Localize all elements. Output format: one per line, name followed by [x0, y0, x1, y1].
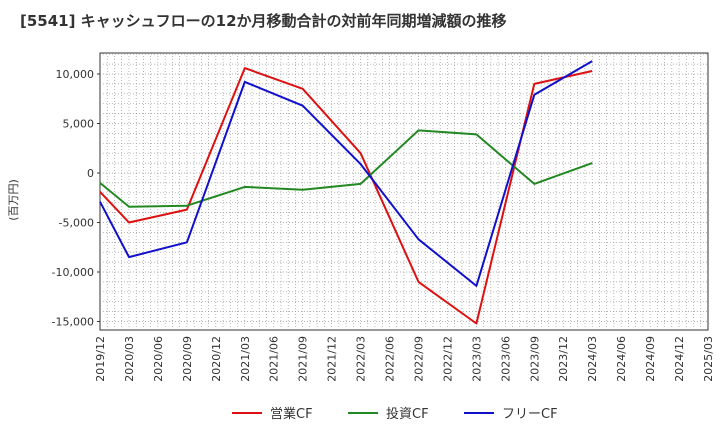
legend-label: フリーCF — [502, 407, 558, 422]
x-axis: 2019/12 2020/03 2020/06 2020/09 2020/12 2021/… — [94, 336, 715, 382]
x-tick-label: 2023/12 — [557, 336, 570, 382]
x-tick-label: 2022/12 — [441, 336, 454, 382]
y-tick-label: -5,000 — [59, 217, 94, 230]
x-tick-label: 2020/06 — [152, 336, 165, 382]
y-tick-label: 10,000 — [56, 68, 95, 81]
x-tick-label: 2025/03 — [702, 336, 715, 382]
x-tick-label: 2020/09 — [181, 336, 194, 382]
x-tick-label: 2024/09 — [644, 336, 657, 382]
chart-title: [5541] キャッシュフローの12か月移動合計の対前年同期増減額の推移 — [20, 12, 507, 30]
series-lines — [99, 60, 593, 325]
x-tick-label: 2021/12 — [326, 336, 339, 382]
x-tick-label: 2023/06 — [499, 336, 512, 382]
x-tick-label: 2023/03 — [470, 336, 483, 382]
x-tick-label: 2022/06 — [384, 336, 397, 382]
y-tick-label: -10,000 — [52, 266, 94, 279]
x-tick-label: 2022/09 — [412, 336, 425, 382]
x-tick-label: 2024/03 — [586, 336, 599, 382]
x-tick-label: 2020/03 — [123, 336, 136, 382]
x-tick-label: 2019/12 — [94, 336, 107, 382]
y-tick-label: -15,000 — [52, 316, 94, 329]
x-tick-label: 2021/09 — [297, 336, 310, 382]
y-tick-label: 5,000 — [63, 118, 95, 131]
x-tick-label: 2022/03 — [355, 336, 368, 382]
y-tick-label: 0 — [87, 167, 94, 180]
x-tick-label: 2024/12 — [673, 336, 686, 382]
x-tick-label: 2023/09 — [528, 336, 541, 382]
series-line — [99, 129, 593, 208]
series-line — [99, 67, 593, 325]
x-tick-label: 2024/06 — [615, 336, 628, 382]
x-tick-label: 2021/06 — [268, 336, 281, 382]
x-tick-label: 2020/12 — [210, 336, 223, 382]
y-axis-label: (百万円) — [7, 179, 20, 221]
legend-label: 営業CF — [270, 406, 313, 422]
series-line — [99, 60, 593, 287]
legend-label: 投資CF — [386, 406, 429, 422]
y-axis: 10,000 5,000 0 -5,000 -10,000 -15,000 — [52, 68, 100, 329]
legend: 営業CF 投資CF フリーCF — [232, 406, 558, 422]
x-tick-label: 2021/03 — [239, 336, 252, 382]
